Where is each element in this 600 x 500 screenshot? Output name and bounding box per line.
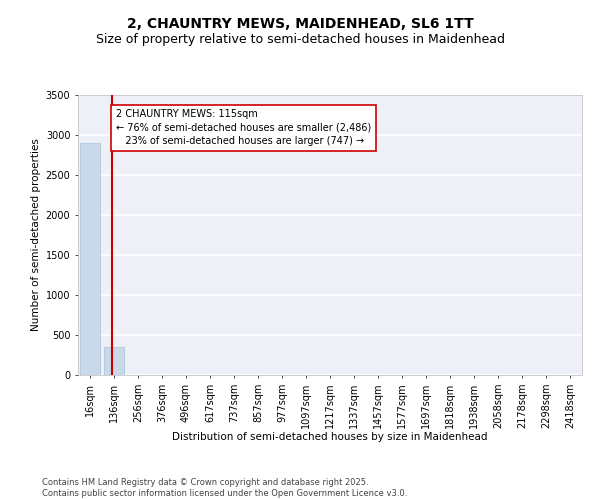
Text: 2 CHAUNTRY MEWS: 115sqm
← 76% of semi-detached houses are smaller (2,486)
   23%: 2 CHAUNTRY MEWS: 115sqm ← 76% of semi-de… bbox=[116, 110, 371, 146]
Bar bbox=[104, 347, 124, 375]
Text: Size of property relative to semi-detached houses in Maidenhead: Size of property relative to semi-detach… bbox=[95, 32, 505, 46]
X-axis label: Distribution of semi-detached houses by size in Maidenhead: Distribution of semi-detached houses by … bbox=[172, 432, 488, 442]
Text: Contains HM Land Registry data © Crown copyright and database right 2025.
Contai: Contains HM Land Registry data © Crown c… bbox=[42, 478, 407, 498]
Y-axis label: Number of semi-detached properties: Number of semi-detached properties bbox=[31, 138, 41, 332]
Text: 2, CHAUNTRY MEWS, MAIDENHEAD, SL6 1TT: 2, CHAUNTRY MEWS, MAIDENHEAD, SL6 1TT bbox=[127, 18, 473, 32]
Bar bbox=[80, 143, 100, 375]
